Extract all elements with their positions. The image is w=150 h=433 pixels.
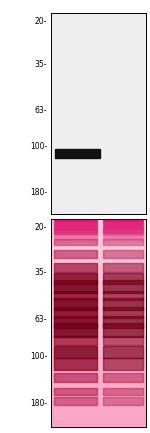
Text: 63-: 63-: [35, 106, 47, 115]
Bar: [54, 263, 97, 271]
Bar: [103, 373, 143, 381]
Bar: [103, 241, 143, 242]
Bar: [54, 316, 97, 327]
Bar: [103, 224, 143, 225]
Bar: [103, 221, 143, 222]
Text: 180-: 180-: [30, 399, 47, 408]
Bar: [103, 316, 143, 327]
Bar: [55, 149, 100, 158]
Bar: [54, 336, 97, 345]
Bar: [54, 358, 97, 370]
Bar: [103, 388, 143, 395]
Bar: [103, 238, 143, 239]
Bar: [103, 250, 143, 258]
Bar: [54, 228, 97, 229]
Bar: [54, 397, 97, 405]
Bar: [54, 297, 97, 310]
Bar: [54, 223, 97, 224]
Bar: [103, 263, 143, 271]
Text: 180-: 180-: [30, 187, 47, 197]
Bar: [54, 237, 97, 238]
Bar: [54, 388, 97, 395]
Bar: [54, 232, 97, 233]
Bar: [103, 346, 143, 359]
Bar: [54, 222, 97, 223]
Bar: [54, 229, 97, 230]
Bar: [54, 221, 97, 222]
Bar: [54, 346, 97, 359]
Text: 20-: 20-: [35, 223, 47, 232]
Bar: [54, 230, 97, 231]
Text: 20-: 20-: [35, 17, 47, 26]
Bar: [54, 280, 97, 293]
Bar: [54, 373, 97, 381]
Bar: [103, 228, 143, 229]
Bar: [54, 220, 97, 221]
Bar: [54, 228, 97, 234]
Bar: [103, 243, 143, 244]
Bar: [103, 235, 143, 236]
Bar: [103, 236, 143, 237]
Bar: [54, 231, 97, 232]
Bar: [103, 280, 143, 293]
Bar: [54, 243, 97, 244]
Bar: [54, 233, 97, 234]
Bar: [54, 323, 97, 336]
Bar: [54, 238, 97, 239]
Bar: [103, 234, 143, 235]
Bar: [103, 231, 143, 232]
Bar: [103, 223, 143, 224]
Bar: [103, 397, 143, 405]
Bar: [103, 230, 143, 231]
Bar: [103, 242, 143, 243]
Bar: [54, 226, 97, 227]
Bar: [103, 227, 143, 228]
Bar: [54, 240, 97, 241]
Bar: [103, 336, 143, 345]
Bar: [54, 291, 97, 301]
Bar: [103, 240, 143, 241]
Text: 63-: 63-: [35, 315, 47, 324]
Bar: [103, 291, 143, 301]
Bar: [103, 307, 143, 318]
Bar: [54, 227, 97, 228]
Bar: [54, 239, 97, 240]
Bar: [103, 229, 143, 230]
Bar: [103, 297, 143, 310]
Bar: [103, 228, 143, 234]
Bar: [54, 224, 97, 225]
Bar: [103, 226, 143, 227]
Bar: [54, 241, 97, 242]
Bar: [54, 239, 97, 245]
Bar: [54, 219, 97, 220]
Text: 100-: 100-: [30, 352, 47, 361]
Bar: [103, 358, 143, 370]
Bar: [54, 225, 97, 226]
Bar: [103, 225, 143, 226]
Bar: [103, 220, 143, 221]
Bar: [54, 273, 97, 284]
Bar: [103, 222, 143, 223]
Bar: [103, 273, 143, 284]
Bar: [103, 219, 143, 220]
Bar: [54, 236, 97, 237]
Bar: [54, 234, 97, 235]
Text: 35-: 35-: [35, 268, 47, 277]
Bar: [103, 239, 143, 240]
Bar: [54, 242, 97, 243]
Bar: [54, 250, 97, 258]
Text: 35-: 35-: [35, 60, 47, 69]
Bar: [54, 307, 97, 318]
Bar: [103, 323, 143, 336]
Text: 100-: 100-: [30, 142, 47, 151]
Bar: [103, 239, 143, 245]
Bar: [103, 237, 143, 238]
Bar: [54, 235, 97, 236]
Bar: [103, 232, 143, 233]
Bar: [103, 233, 143, 234]
